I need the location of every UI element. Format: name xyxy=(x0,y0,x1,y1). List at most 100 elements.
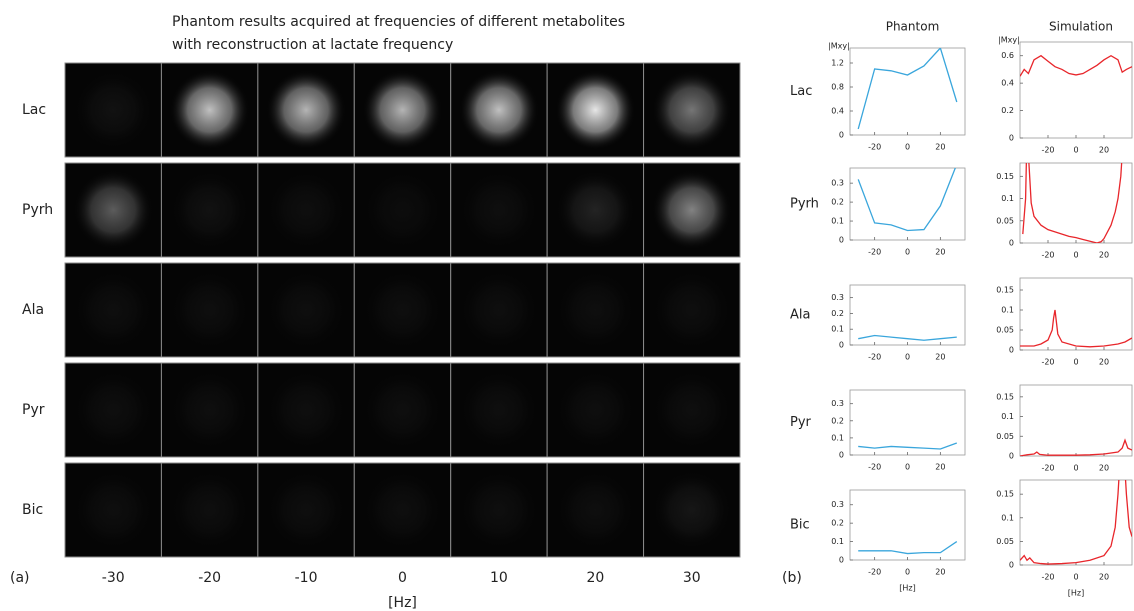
signal-spot xyxy=(458,70,539,150)
line-chart: Simulation |Mxy| 0 0.2 0.4 0.6 -20 0 20 xyxy=(998,20,1133,155)
signal-spot xyxy=(363,170,443,250)
signal-spot xyxy=(555,270,636,350)
x-tick-label: 0 xyxy=(398,570,407,586)
signal-spot xyxy=(651,70,732,150)
y-tick-label: 0 xyxy=(1009,561,1014,570)
signal-spot xyxy=(73,270,154,350)
y-tick-label: 0 xyxy=(839,131,844,140)
signal-spot xyxy=(651,370,732,450)
row-label: Lac xyxy=(22,102,46,118)
y-tick-label: 0.2 xyxy=(831,416,844,425)
x-tick-label: 20 xyxy=(935,353,945,362)
x-tick-label: 20 xyxy=(935,568,945,577)
x-tick-label: 20 xyxy=(1099,251,1109,260)
signal-spot xyxy=(169,70,250,150)
row-label: Bic xyxy=(790,518,810,533)
y-tick-label: 0.15 xyxy=(996,490,1014,499)
x-tick-label: 20 xyxy=(1099,573,1109,582)
line-chart: [Hz] 0 0.05 0.1 0.15 -20 0 20 xyxy=(996,479,1133,598)
y-tick-label: 0.2 xyxy=(831,309,844,318)
plot-frame xyxy=(1019,277,1133,351)
plot-frame xyxy=(849,489,966,561)
x-tick-label: -20 xyxy=(198,570,221,586)
plot-frame xyxy=(1019,479,1133,566)
x-tick-label: 0 xyxy=(1073,146,1078,155)
line-chart: Pyrh 0 0.1 0.2 0.3 -20 0 20 xyxy=(790,167,966,257)
x-tick-label: 0 xyxy=(905,568,910,577)
signal-spot xyxy=(555,470,636,550)
x-tick-label: 20 xyxy=(935,248,945,257)
y-tick-label: 1.2 xyxy=(831,59,844,68)
x-tick-label: -30 xyxy=(102,570,125,586)
x-tick-label: 0 xyxy=(1073,464,1078,473)
signal-spot xyxy=(169,370,250,450)
signal-spot xyxy=(555,70,636,150)
x-tick-label: 0 xyxy=(905,463,910,472)
y-tick-label: 0.1 xyxy=(1001,412,1014,421)
y-tick-label: 0 xyxy=(1009,346,1014,355)
signal-spot xyxy=(651,470,732,550)
y-tick-label: 0 xyxy=(1009,452,1014,461)
y-tick-label: 0.2 xyxy=(831,519,844,528)
x-tick-label: 20 xyxy=(935,143,945,152)
x-tick-label: -20 xyxy=(1041,251,1054,260)
signal-spot xyxy=(266,170,347,250)
signal-spot xyxy=(362,270,443,350)
x-tick-label: 20 xyxy=(1099,146,1109,155)
panel-label: (b) xyxy=(782,570,802,586)
chart-title: with reconstruction at lactate frequency xyxy=(172,37,453,53)
x-tick-label: 20 xyxy=(586,570,604,586)
signal-spot xyxy=(651,270,732,350)
x-tick-label: 0 xyxy=(905,353,910,362)
signal-spot xyxy=(458,470,539,550)
x-axis-label: [Hz] xyxy=(899,584,915,593)
row-label: Lac xyxy=(790,84,812,99)
plot-frame xyxy=(849,284,966,346)
y-tick-label: 0.15 xyxy=(996,172,1014,181)
signal-spot xyxy=(73,70,154,150)
x-tick-label: 30 xyxy=(683,570,701,586)
y-tick-label: 0.1 xyxy=(831,433,844,442)
y-tick-label: 0.1 xyxy=(831,217,844,226)
signal-spot xyxy=(169,470,250,550)
data-line xyxy=(857,48,958,130)
y-tick-label: 0.05 xyxy=(996,432,1014,441)
y-tick-label: 0.1 xyxy=(1001,306,1014,315)
y-tick-label: 0.2 xyxy=(831,198,844,207)
data-line xyxy=(1020,54,1132,77)
row-label: Pyrh xyxy=(790,197,819,212)
x-tick-label: 0 xyxy=(905,143,910,152)
x-tick-label: -20 xyxy=(1041,464,1054,473)
x-tick-label: -20 xyxy=(868,568,881,577)
x-tick-label: -20 xyxy=(868,353,881,362)
line-chart: Bic [Hz] 0 0.1 0.2 0.3 -20 0 20 xyxy=(790,489,966,593)
signal-spot xyxy=(73,370,154,450)
y-tick-label: 0 xyxy=(839,556,844,565)
signal-spot xyxy=(458,270,539,350)
line-chart: 0 0.05 0.1 0.15 -20 0 20 xyxy=(996,277,1133,367)
x-tick-label: 0 xyxy=(1073,358,1078,367)
signal-spot xyxy=(73,470,154,550)
x-tick-label: -20 xyxy=(868,248,881,257)
data-line xyxy=(1020,309,1132,348)
line-chart: 0 0.05 0.1 0.15 -20 0 20 xyxy=(996,162,1133,260)
row-label: Bic xyxy=(22,502,43,518)
y-axis-label: |Mxy| xyxy=(998,36,1020,45)
data-line xyxy=(857,168,956,232)
y-tick-label: 0.4 xyxy=(831,107,844,116)
signal-spot xyxy=(362,370,443,450)
x-tick-label: -20 xyxy=(1041,573,1054,582)
x-tick-label: 0 xyxy=(1073,573,1078,582)
signal-spot xyxy=(169,270,250,350)
x-tick-label: 0 xyxy=(1073,251,1078,260)
panel-label: (a) xyxy=(10,570,30,586)
y-tick-label: 0 xyxy=(839,451,844,460)
signal-spot xyxy=(651,170,732,250)
signal-spot xyxy=(266,370,347,450)
data-line xyxy=(858,334,957,341)
y-tick-label: 0 xyxy=(1009,134,1014,143)
x-tick-label: -20 xyxy=(868,143,881,152)
x-tick-label: -20 xyxy=(1041,146,1054,155)
row-label: Pyrh xyxy=(22,202,53,218)
